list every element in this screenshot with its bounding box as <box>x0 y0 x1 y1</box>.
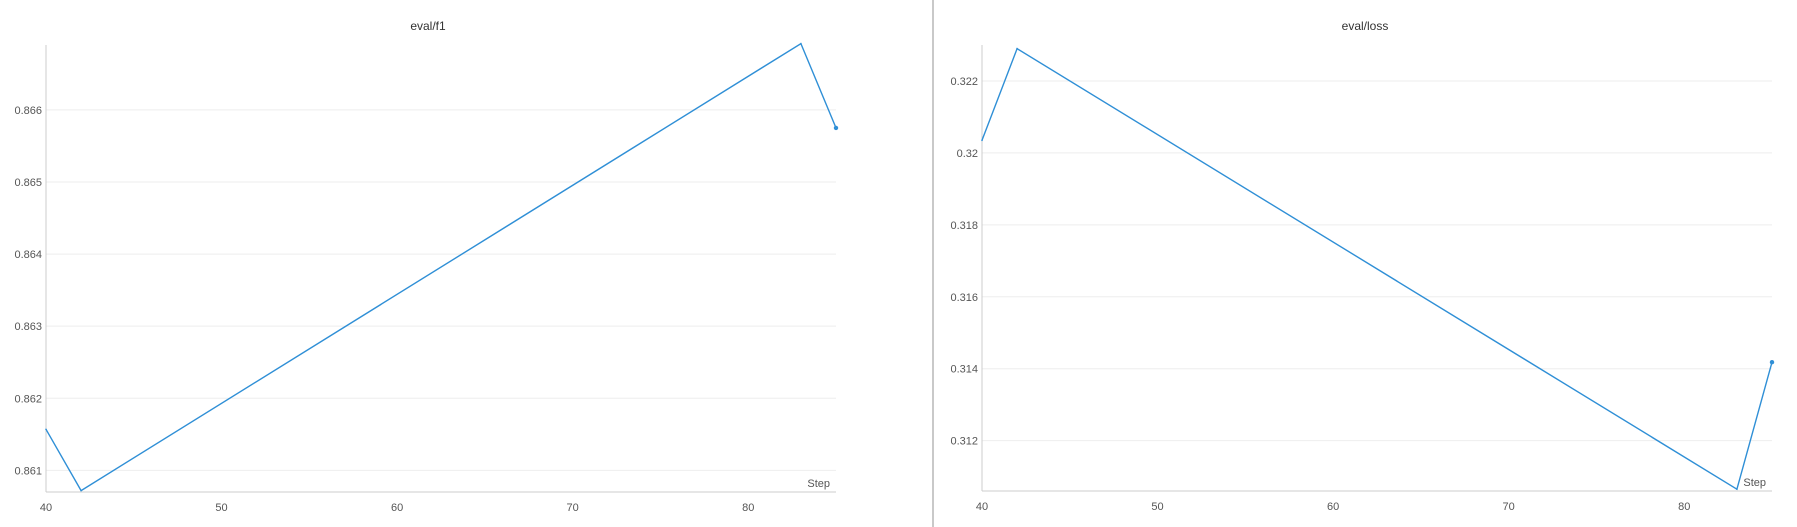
data-point <box>80 489 82 492</box>
chart-title: eval/loss <box>1342 19 1389 33</box>
chart-eval-f1: eval/f1 Step 0.861 0.862 0.863 0.864 0.865 0.… <box>14 19 839 514</box>
data-point <box>45 428 47 431</box>
x-tick-label: 50 <box>1151 501 1163 513</box>
data-point <box>833 125 839 131</box>
x-tick-label: 60 <box>1327 501 1339 513</box>
y-tick-label: 0.312 <box>950 436 978 448</box>
x-tick-label: 70 <box>1503 501 1515 513</box>
data-point <box>981 139 983 142</box>
x-tick-label: 40 <box>976 501 988 513</box>
x-tick-label: 60 <box>391 502 403 514</box>
y-tick-label: 0.322 <box>950 76 978 88</box>
chart-title: eval/f1 <box>410 19 446 33</box>
data-point <box>800 42 802 45</box>
x-axis-label: Step <box>1743 477 1766 489</box>
y-tick-label: 0.863 <box>14 321 42 333</box>
series-line <box>981 47 1773 491</box>
panel-divider <box>932 0 934 527</box>
y-tick-label: 0.865 <box>14 177 42 189</box>
x-tick-label: 80 <box>1678 501 1690 513</box>
data-point <box>1016 47 1018 50</box>
y-tick-label: 0.861 <box>14 465 42 477</box>
y-tick-label: 0.314 <box>950 364 978 376</box>
series-line <box>45 42 837 492</box>
chart-eval-loss: eval/loss Step 0.312 0.314 0.316 0.318 0.32 0… <box>950 19 1775 513</box>
y-tick-label: 0.318 <box>950 220 978 232</box>
x-tick-label: 40 <box>40 502 52 514</box>
y-tick-label: 0.862 <box>14 393 42 405</box>
y-tick-label: 0.864 <box>14 249 42 261</box>
x-tick-label: 80 <box>742 502 754 514</box>
data-point <box>1736 488 1738 491</box>
y-tick-label: 0.32 <box>957 148 978 160</box>
data-point <box>1769 360 1775 365</box>
x-tick-label: 50 <box>215 502 227 514</box>
y-tick-label: 0.316 <box>950 292 978 304</box>
x-tick-label: 70 <box>567 502 579 514</box>
y-tick-label: 0.866 <box>14 105 42 117</box>
x-axis-label: Step <box>807 478 830 490</box>
